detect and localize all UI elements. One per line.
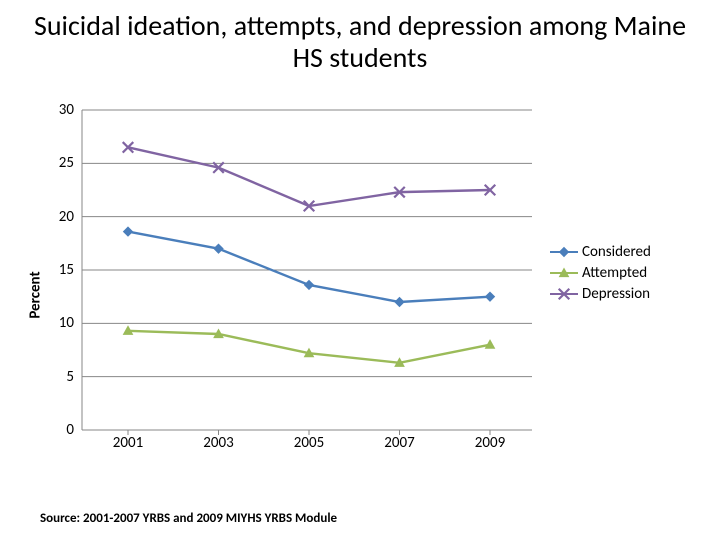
x-tick-label: 2001 xyxy=(113,434,143,452)
y-tick-label: 0 xyxy=(44,421,74,439)
chart-container: Percent 051015202530 2001200320052007200… xyxy=(40,110,680,480)
y-tick-label: 20 xyxy=(44,208,74,226)
legend-item: Attempted xyxy=(550,264,651,282)
legend-swatch xyxy=(550,245,578,259)
x-tick-label: 2003 xyxy=(203,434,233,452)
legend-swatch xyxy=(550,266,578,280)
y-tick-label: 25 xyxy=(44,154,74,172)
legend-swatch xyxy=(550,287,578,301)
legend-label: Depression xyxy=(582,285,650,303)
legend-item: Depression xyxy=(550,285,651,303)
y-axis-label: Percent xyxy=(27,271,45,318)
y-tick-label: 30 xyxy=(44,101,74,119)
legend: Considered Attempted Depression xyxy=(550,240,651,306)
chart-svg xyxy=(82,110,532,430)
y-tick-label: 10 xyxy=(44,314,74,332)
chart-title: Suicidal ideation, attempts, and depress… xyxy=(0,0,720,82)
y-tick-label: 5 xyxy=(44,368,74,386)
source-note: Source: 2001-2007 YRBS and 2009 MIYHS YR… xyxy=(40,511,337,526)
legend-label: Considered xyxy=(582,243,651,261)
x-tick-label: 2007 xyxy=(384,434,414,452)
x-tick-label: 2005 xyxy=(294,434,324,452)
legend-label: Attempted xyxy=(582,264,647,282)
x-tick-label: 2009 xyxy=(475,434,505,452)
legend-item: Considered xyxy=(550,243,651,261)
y-tick-label: 15 xyxy=(44,261,74,279)
plot-area xyxy=(82,110,532,430)
